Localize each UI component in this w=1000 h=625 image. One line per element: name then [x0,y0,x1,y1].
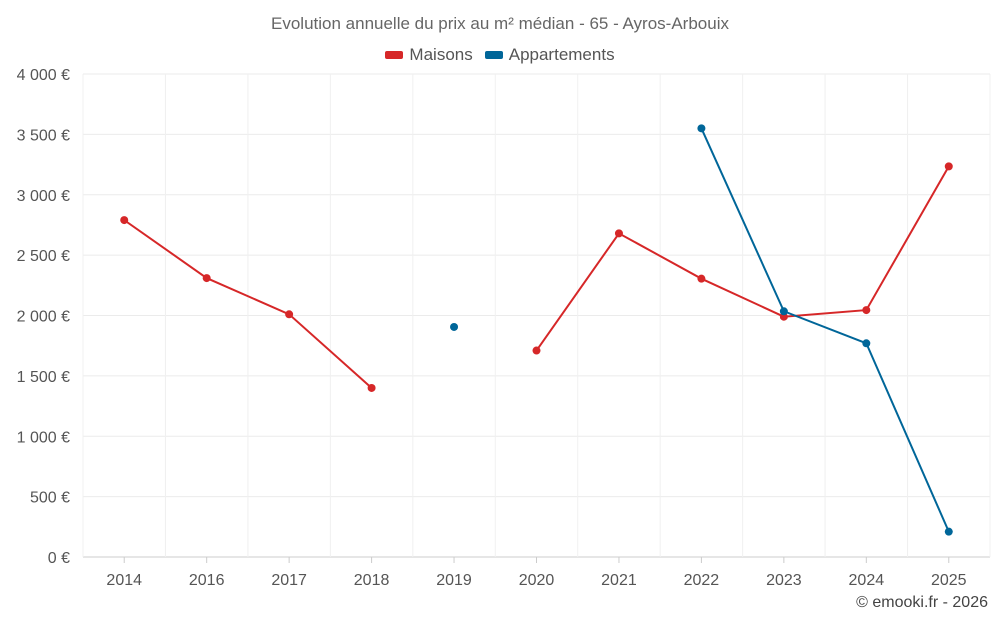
data-point-maisons [120,216,129,225]
legend-item-maisons[interactable]: Maisons [385,45,473,65]
data-point-appartements [944,527,953,536]
y-tick-label: 0 € [48,550,70,567]
series-line-maisons [123,219,373,389]
legend-label-appartements: Appartements [508,45,615,64]
data-point-appartements [450,322,459,331]
legend-item-appartements[interactable]: Appartements [484,45,615,65]
data-point-maisons [697,274,706,283]
series-line-appartements [700,127,950,533]
y-tick-label: 500 € [30,490,70,507]
x-tick-label: 2025 [931,572,967,589]
chart-legend: Maisons Appartements [0,45,1000,65]
data-point-maisons [367,383,376,392]
data-point-maisons [862,306,871,315]
x-tick-label: 2016 [189,572,225,589]
data-point-appartements [862,339,871,348]
y-tick-label: 2 500 € [17,248,70,265]
legend-swatch-appartements [484,51,503,59]
y-tick-label: 2 000 € [17,309,70,326]
data-point-maisons [285,310,294,319]
y-tick-label: 1 000 € [17,429,70,446]
x-tick-label: 2024 [849,572,885,589]
y-tick-label: 3 000 € [17,188,70,205]
x-tick-label: 2019 [436,572,472,589]
y-tick-label: 1 500 € [17,369,70,386]
data-point-appartements [779,307,788,316]
credit-text: © emooki.fr - 2026 [856,594,988,611]
x-tick-label: 2018 [354,572,390,589]
data-point-appartements [697,124,706,133]
x-tick-label: 2020 [519,572,555,589]
y-tick-label: 4 000 € [17,67,70,84]
y-tick-label: 3 500 € [17,127,70,144]
legend-label-maisons: Maisons [409,45,473,64]
x-tick-label: 2021 [601,572,637,589]
x-tick-label: 2022 [684,572,720,589]
x-tick-label: 2014 [106,572,142,589]
chart-title: Evolution annuelle du prix au m² médian … [271,14,729,33]
data-point-maisons [202,274,211,283]
x-tick-label: 2023 [766,572,802,589]
data-point-maisons [532,346,541,355]
data-point-maisons [944,162,953,171]
x-tick-label: 2017 [271,572,307,589]
series-line-maisons [535,165,950,352]
legend-swatch-maisons [385,51,404,59]
data-point-maisons [614,229,623,238]
